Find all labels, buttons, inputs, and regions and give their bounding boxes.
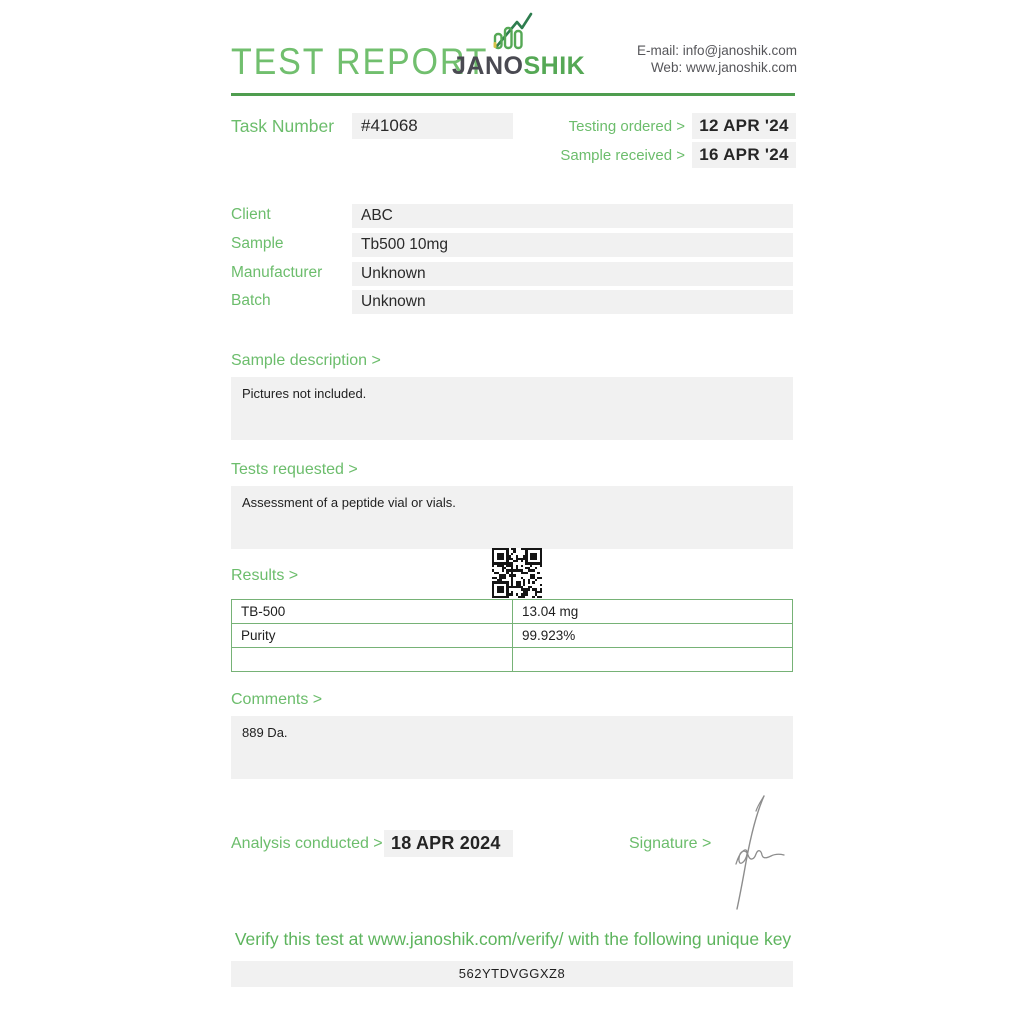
- sample-received-label: Sample received >: [560, 147, 685, 164]
- sample-received-value: 16 APR '24: [692, 142, 796, 168]
- comments-label: Comments >: [231, 691, 323, 708]
- result-name: Purity: [231, 623, 513, 648]
- sample-label: Sample: [231, 235, 284, 252]
- result-name: TB-500: [231, 599, 513, 624]
- tests-requested-box: Assessment of a peptide vial or vials.: [231, 486, 793, 549]
- sample-value: Tb500 10mg: [352, 233, 793, 257]
- table-row: TB-500 13.04 mg: [231, 599, 793, 624]
- result-name: [231, 647, 513, 672]
- signature-label: Signature >: [629, 835, 712, 852]
- verify-instruction: Verify this test at www.janoshik.com/ver…: [234, 929, 792, 949]
- task-number-value: #41068: [352, 113, 513, 139]
- sample-description-box: Pictures not included.: [231, 377, 793, 440]
- results-label: Results >: [231, 567, 299, 584]
- analysis-conducted-label: Analysis conducted >: [231, 835, 383, 852]
- tests-requested-label: Tests requested >: [231, 461, 358, 478]
- header-divider: [231, 93, 795, 96]
- bar-chart-icon: [493, 12, 533, 50]
- manufacturer-value: Unknown: [352, 262, 793, 286]
- contact-email: E-mail: info@janoshik.com: [636, 43, 797, 58]
- contact-block: E-mail: info@janoshik.com Web: www.janos…: [575, 42, 797, 76]
- comments-box: 889 Da.: [231, 716, 793, 779]
- verify-key: 562YTDVGGXZ8: [231, 961, 793, 987]
- testing-ordered-value: 12 APR '24: [692, 113, 796, 139]
- janoshik-logo: JANOSHIK: [452, 12, 585, 81]
- page-title: TEST REPORT: [231, 41, 489, 82]
- sample-description-label: Sample description >: [231, 352, 381, 369]
- manufacturer-label: Manufacturer: [231, 264, 323, 281]
- batch-label: Batch: [231, 292, 271, 309]
- results-table: TB-500 13.04 mg Purity 99.923%: [231, 599, 793, 672]
- table-row: [231, 647, 793, 672]
- brand-name-right: SHIK: [523, 52, 586, 80]
- result-value: 13.04 mg: [512, 599, 793, 624]
- qr-code: [492, 548, 542, 598]
- client-label: Client: [231, 206, 271, 223]
- testing-ordered-label: Testing ordered >: [568, 118, 685, 135]
- signature-image: [735, 795, 785, 910]
- client-value: ABC: [352, 204, 793, 228]
- contact-web: Web: www.janoshik.com: [650, 60, 797, 75]
- table-row: Purity 99.923%: [231, 623, 793, 648]
- analysis-conducted-value: 18 APR 2024: [384, 830, 513, 857]
- brand-name: JANOSHIK: [452, 52, 585, 81]
- task-number-label: Task Number: [231, 116, 335, 136]
- batch-value: Unknown: [352, 290, 793, 314]
- result-value: [512, 647, 793, 672]
- result-value: 99.923%: [512, 623, 793, 648]
- brand-name-left: JANO: [452, 52, 524, 80]
